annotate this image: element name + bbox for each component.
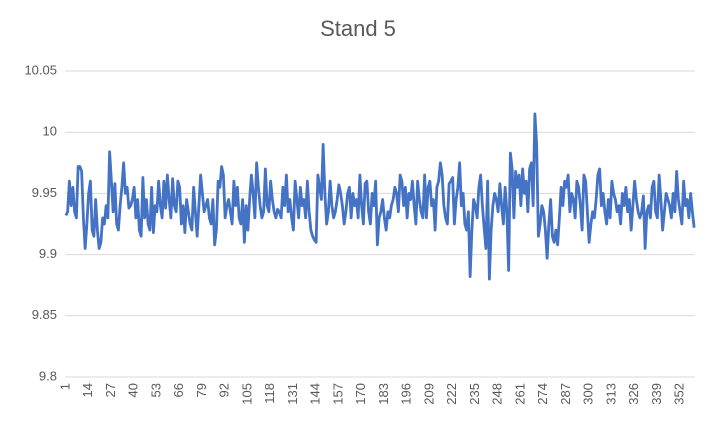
y-tick-label: 9.9 — [39, 246, 57, 261]
x-tick-label: 261 — [512, 383, 527, 405]
x-tick-label: 66 — [171, 383, 186, 397]
x-tick-label: 287 — [558, 383, 573, 405]
y-tick-label: 10 — [43, 124, 57, 139]
x-tick-label: 183 — [376, 383, 391, 405]
x-tick-label: 14 — [80, 383, 95, 397]
x-tick-label: 274 — [535, 383, 550, 405]
x-tick-label: 105 — [239, 383, 254, 405]
x-tick-label: 1 — [57, 383, 72, 390]
x-tick-label: 170 — [353, 383, 368, 405]
x-tick-label: 222 — [444, 383, 459, 405]
x-tick-label: 53 — [148, 383, 163, 397]
y-tick-label: 9.8 — [39, 368, 57, 383]
x-tick-label: 118 — [262, 383, 277, 404]
x-tick-label: 40 — [126, 383, 141, 397]
x-tick-label: 352 — [672, 383, 687, 405]
x-tick-label: 157 — [330, 383, 345, 405]
y-tick-label: 9.85 — [32, 307, 57, 322]
x-tick-label: 209 — [421, 383, 436, 405]
y-tick-label: 9.95 — [32, 185, 57, 200]
x-tick-label: 326 — [626, 383, 641, 405]
data-line — [64, 112, 696, 281]
x-tick-label: 144 — [308, 383, 323, 405]
x-tick-label: 300 — [581, 383, 596, 405]
x-tick-label: 339 — [649, 383, 664, 405]
x-tick-label: 27 — [103, 383, 118, 397]
chart-title: Stand 5 — [320, 16, 396, 41]
x-tick-label: 235 — [467, 383, 482, 405]
x-tick-label: 79 — [194, 383, 209, 397]
x-tick-label: 92 — [217, 383, 232, 397]
x-tick-label: 196 — [399, 383, 414, 405]
y-tick-label: 10.05 — [24, 62, 57, 77]
x-tick-label: 313 — [603, 383, 618, 405]
x-tick-label: 248 — [490, 383, 505, 405]
x-tick-label: 131 — [285, 383, 300, 405]
